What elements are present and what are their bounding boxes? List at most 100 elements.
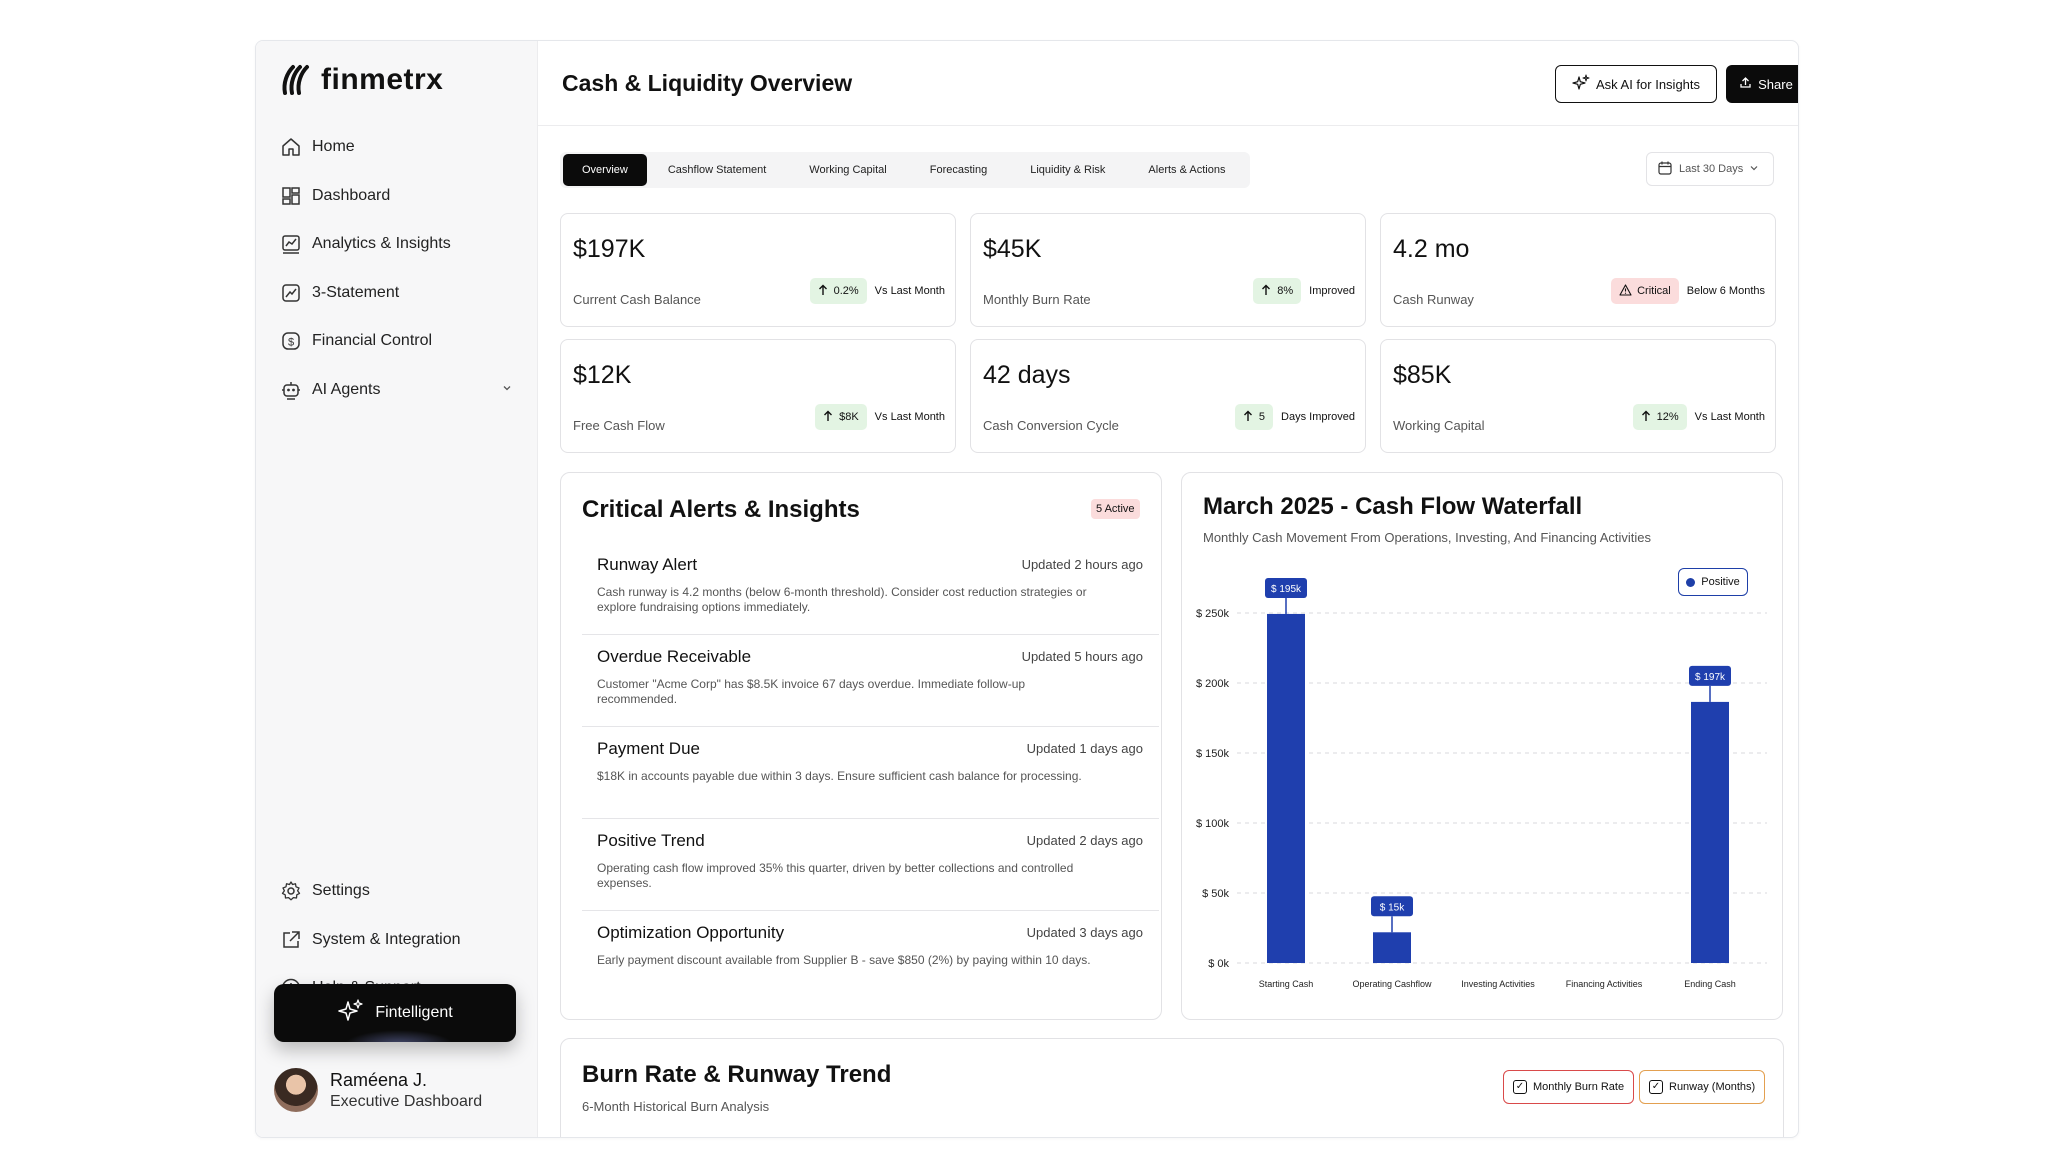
tab-liquidity-risk[interactable]: Liquidity & Risk [1030,164,1106,176]
alert-body: Early payment discount available from Su… [597,953,1091,967]
x-tick-label: Investing Activities [1461,979,1535,989]
tab-forecasting[interactable]: Forecasting [929,164,988,176]
x-tick-label: Financing Activities [1566,979,1643,989]
arrow-up-icon [1261,284,1271,299]
sidebar-item-dashboard[interactable]: Dashboard [276,178,521,214]
kpi-sub: Vs Last Month [1694,411,1765,423]
sidebar: finmetrx Home Dashboard Analytics & Insi… [256,41,538,1137]
toggle-label: Runway (Months) [1669,1081,1756,1093]
alert-time: Updated 3 days ago [1026,925,1143,940]
brand-name: finmetrx [321,63,444,96]
legend-label: Positive [1701,576,1740,588]
kpi-value: $197K [573,235,646,263]
alert-item[interactable]: Overdue Receivable Updated 5 hours ago C… [582,647,1159,727]
kpi-label: Monthly Burn Rate [983,292,1091,307]
sidebar-item-system-integration[interactable]: System & Integration [276,922,521,958]
sidebar-item-home[interactable]: Home [276,129,521,165]
bar [1267,613,1305,963]
kpi-label: Free Cash Flow [573,418,665,433]
share-label: Share [1758,76,1793,92]
sidebar-item-settings[interactable]: Settings [276,873,521,909]
kpi-label: Cash Runway [1393,292,1474,307]
date-range-select[interactable]: Last 30 Days [1646,152,1774,186]
sidebar-item-ai-agents[interactable]: AI Agents [276,372,521,408]
alert-item[interactable]: Optimization Opportunity Updated 3 days … [582,923,1159,1003]
chevron-down-icon[interactable] [501,381,513,399]
alert-item[interactable]: Runway Alert Updated 2 hours ago Cash ru… [582,555,1159,635]
active-count-badge: 5 Active [1091,499,1140,519]
trend-value: 0.2% [833,285,859,297]
kpi-card-burn-rate[interactable]: $45K Monthly Burn Rate 8% Improved [970,213,1366,327]
alert-item[interactable]: Payment Due Updated 1 days ago $18K in a… [582,739,1159,819]
alerts-title: Critical Alerts & Insights [582,496,860,523]
kpi-label: Current Cash Balance [573,292,701,307]
tab-working-capital[interactable]: Working Capital [809,164,887,176]
fintelligent-label: Fintelligent [375,1004,453,1021]
svg-text:$: $ [288,337,294,349]
data-label-bg [1265,577,1307,598]
kpi-meta: Critical Below 6 Months [1611,278,1765,304]
top-bar: Cash & Liquidity Overview Ask AI for Ins… [538,41,1798,126]
tab-cashflow-statement[interactable]: Cashflow Statement [667,164,767,176]
kpi-meta: 0.2% Vs Last Month [809,278,945,304]
burn-subtitle: 6-Month Historical Burn Analysis [582,1099,770,1114]
share-button[interactable]: Share [1726,65,1798,103]
tab-overview[interactable]: Overview [563,154,647,186]
upload-icon [1739,76,1752,92]
bar [1373,932,1411,963]
kpi-meta: 12% Vs Last Month [1632,404,1765,430]
warning-icon [1619,283,1632,299]
logo-icon [282,65,309,95]
button-glow [344,1030,454,1042]
user-profile[interactable]: Raméena J. Executive Dashboard [274,1068,482,1112]
toggle-monthly-burn-rate[interactable]: ✓ Monthly Burn Rate [1503,1070,1635,1104]
alert-item[interactable]: Positive Trend Updated 2 days ago Operat… [582,831,1159,911]
y-tick-label: $ 250k [1196,608,1230,620]
kpi-sub: Improved [1309,285,1355,297]
sidebar-item-label: Home [312,138,355,155]
sidebar-item-label: 3-Statement [312,283,400,301]
brand-logo[interactable]: finmetrx [279,63,443,97]
alert-title: Overdue Receivable [597,647,752,666]
alert-body: $18K in accounts payable due within 3 da… [597,769,1082,783]
alert-body: Customer "Acme Corp" has $8.5K invoice 6… [597,677,1026,706]
arrow-up-icon [1243,410,1253,425]
data-label: $ 197k [1695,672,1726,683]
sidebar-item-financial-control[interactable]: $ Financial Control [276,323,521,359]
tab-alerts-actions[interactable]: Alerts & Actions [1148,164,1226,176]
data-label: $ 15k [1380,902,1405,913]
burn-title: Burn Rate & Runway Trend [582,1061,892,1088]
x-tick-label: Ending Cash [1684,979,1736,989]
arrow-up-icon [823,410,833,425]
sidebar-nav: Home Dashboard Analytics & Insights 3-St… [276,129,521,420]
kpi-meta: 8% Improved [1253,278,1355,304]
chart-legend[interactable]: Positive [1678,568,1748,596]
kpi-card-cash-runway[interactable]: 4.2 mo Cash Runway Critical Below 6 Mont… [1380,213,1776,327]
sidebar-item-label: Dashboard [312,186,391,204]
sidebar-item-3-statement[interactable]: 3-Statement [276,275,521,311]
toggle-runway-months[interactable]: ✓ Runway (Months) [1639,1070,1766,1104]
ask-ai-button[interactable]: Ask AI for Insights [1555,65,1717,103]
app-window: finmetrx Home Dashboard Analytics & Insi… [255,40,1799,1138]
fintelligent-button[interactable]: Fintelligent [274,984,516,1042]
alert-time: Updated 2 days ago [1026,833,1143,848]
dashboard-icon [280,185,302,207]
y-tick-label: $ 0k [1208,958,1229,970]
alert-title: Positive Trend [597,831,705,850]
chart-title: March 2025 - Cash Flow Waterfall [1203,493,1583,520]
alert-body: Cash runway is 4.2 months (below 6-month… [597,585,1087,614]
trend-badge: 0.2% [809,278,867,304]
y-tick-label: $ 50k [1202,888,1229,900]
kpi-card-free-cash-flow[interactable]: $12K Free Cash Flow $8K Vs Last Month [560,339,956,453]
bar [1691,701,1729,963]
sidebar-item-analytics[interactable]: Analytics & Insights [276,226,521,262]
critical-label: Critical [1637,285,1671,297]
statement-icon [280,282,302,304]
user-role: Executive Dashboard [330,1092,483,1110]
checkbox-checked-icon: ✓ [1513,1080,1527,1094]
kpi-card-cash-conversion[interactable]: 42 days Cash Conversion Cycle 5 Days Imp… [970,339,1366,453]
kpi-card-working-capital[interactable]: $85K Working Capital 12% Vs Last Month [1380,339,1776,453]
tab-bar: Overview Cashflow Statement Working Capi… [560,152,1251,188]
kpi-card-cash-balance[interactable]: $197K Current Cash Balance 0.2% Vs Last … [560,213,956,327]
waterfall-chart-card: March 2025 - Cash Flow Waterfall Monthly… [1181,472,1783,1020]
